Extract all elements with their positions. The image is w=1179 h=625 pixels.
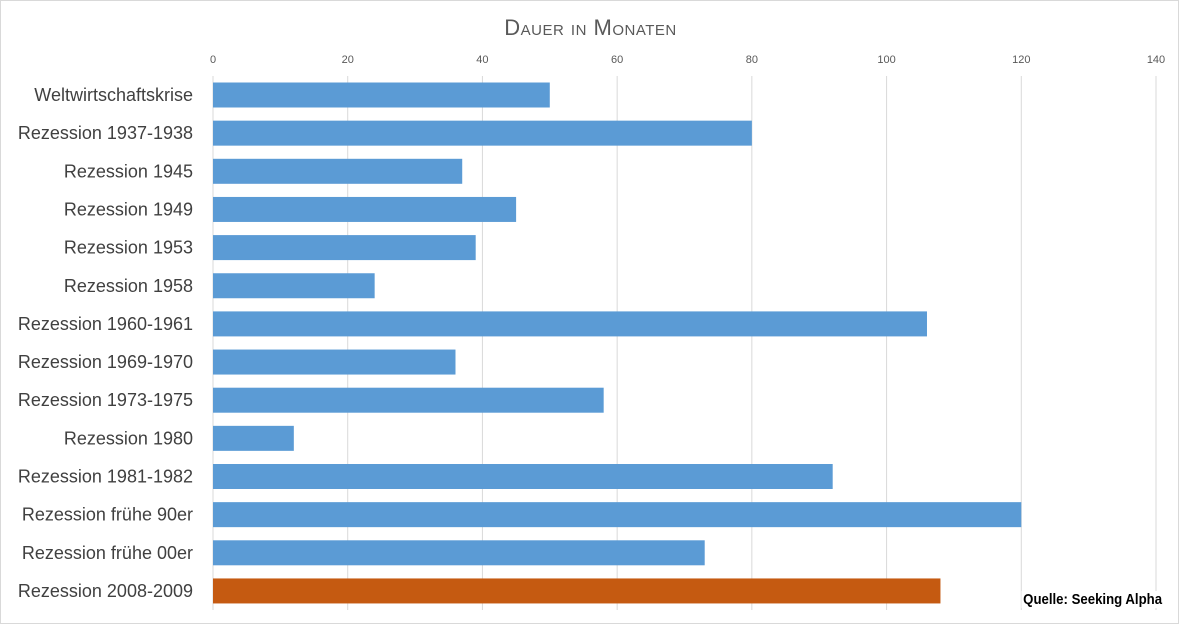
category-label: Rezession 2008-2009 <box>18 581 193 601</box>
x-tick-label: 20 <box>342 54 354 66</box>
bar <box>213 387 604 413</box>
category-labels: Weltwirtschaftskrise Rezession 1937-1938 R… <box>18 85 193 601</box>
source-note: Quelle: Seeking Alpha <box>1021 591 1164 608</box>
bar <box>213 196 517 222</box>
category-label: Rezession 1973-1975 <box>18 390 193 410</box>
bar <box>213 311 927 337</box>
x-tick-label: 40 <box>476 54 488 66</box>
chart-title: Dauer in Monaten <box>504 15 677 40</box>
bar <box>213 273 375 299</box>
category-label: Rezession 1949 <box>64 199 193 219</box>
category-label: Weltwirtschaftskrise <box>34 85 193 105</box>
bar <box>213 349 456 375</box>
bar <box>213 82 550 108</box>
x-tick-label: 60 <box>611 54 623 66</box>
category-label: Rezession 1953 <box>64 238 193 258</box>
x-tick-label: 140 <box>1147 54 1165 66</box>
category-label: Rezession 1937-1938 <box>18 123 193 143</box>
bar <box>213 120 752 146</box>
category-label: Rezession 1981-1982 <box>18 467 193 487</box>
category-label: Rezession 1969-1970 <box>18 352 193 372</box>
bar <box>213 158 463 184</box>
x-tick-label: 120 <box>1012 54 1030 66</box>
x-tick-label: 100 <box>877 54 895 66</box>
bar <box>213 578 941 604</box>
category-label: Rezession frühe 90er <box>22 505 193 525</box>
category-label: Rezession 1980 <box>64 428 193 448</box>
bar <box>213 235 476 261</box>
category-label: Rezession 1960-1961 <box>18 314 193 334</box>
bar <box>213 502 1022 528</box>
bars <box>213 82 1022 604</box>
category-label: Rezession frühe 00er <box>22 543 193 563</box>
bar <box>213 425 294 451</box>
x-tick-label: 0 <box>210 54 216 66</box>
x-tick-label: 80 <box>746 54 758 66</box>
bar <box>213 464 833 489</box>
category-label: Rezession 1945 <box>64 161 193 181</box>
category-label: Rezession 1958 <box>64 276 193 296</box>
bar <box>213 540 705 566</box>
x-axis-ticks: 0 20 40 60 80 100 120 140 <box>210 54 1165 66</box>
gridlines <box>212 76 1157 610</box>
